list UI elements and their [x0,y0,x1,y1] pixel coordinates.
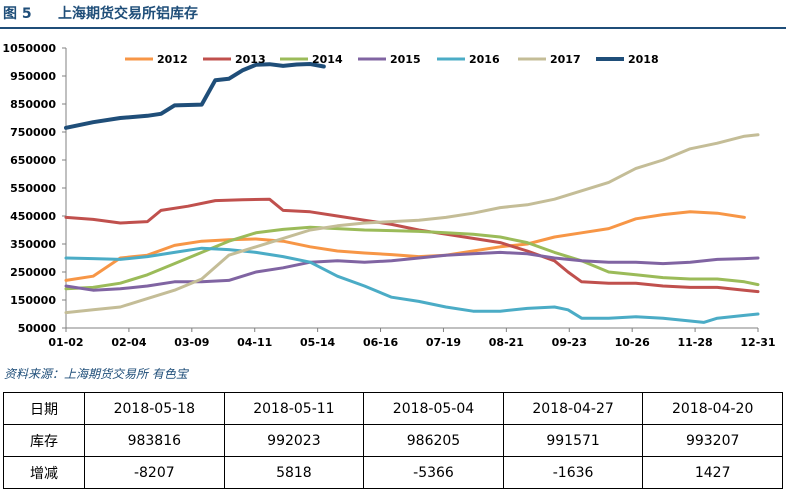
legend-label-2015: 2015 [390,53,421,66]
series-line-2017 [64,133,760,315]
series-line-2018 [64,62,326,130]
y-tick-label: 450000 [10,210,56,223]
series-line-2016 [64,246,760,324]
x-tick-label: 08-21 [489,336,524,349]
y-tick-label: 750000 [10,126,56,139]
table-cell: 2018-04-20 [642,392,783,425]
series-line-2014 [64,225,760,291]
inventory-table: 日期 2018-05-18 2018-05-11 2018-05-04 2018… [3,392,783,489]
y-tick-label: 50000 [18,322,57,335]
table-cell: -1636 [502,456,644,489]
x-tick-label: 07-19 [426,336,461,349]
table-cell: -8207 [84,456,225,489]
table-cell: 1427 [642,456,783,489]
inventory-line-chart: 50000 150000 250000 350000 450000 550000 65000… [2,42,775,349]
x-tick-label: 10-26 [615,336,651,349]
x-tick-label: 01-02 [48,336,83,349]
legend-label-2014: 2014 [312,53,343,66]
source-note: 资料来源：上海期货交易所 有色宝 [4,367,188,381]
x-tick-label: 12-31 [740,336,775,349]
row-label: 日期 [3,392,85,425]
y-tick-label: 1050000 [2,42,56,55]
figure-title: 上海期货交易所铝库存 [58,6,198,22]
series-line-2012 [64,210,746,282]
table-row-date: 日期 2018-05-18 2018-05-11 2018-05-04 2018… [3,392,783,425]
y-tick-label: 350000 [10,238,56,251]
legend-label-2012: 2012 [157,53,188,66]
legend-label-2016: 2016 [469,53,500,66]
figure-header: 图 5 上海期货交易所铝库存 [0,0,786,26]
x-tick-label: 09-23 [552,336,587,349]
legend-label-2017: 2017 [550,53,581,66]
x-tick-label: 03-09 [174,336,209,349]
series-line-2015 [64,250,760,292]
x-tick-label: 11-28 [677,336,712,349]
table-row-change: 增减 -8207 5818 -5366 -1636 1427 [3,456,783,489]
table-cell: 991571 [502,424,644,457]
legend-label-2013: 2013 [235,53,266,66]
table-cell: 2018-05-18 [84,392,225,425]
legend-label-2018: 2018 [628,53,659,66]
y-tick-label: 150000 [10,294,56,307]
y-tick-label: 650000 [10,154,56,167]
y-tick-label: 250000 [10,266,56,279]
figure-number: 图 5 [3,6,32,22]
table-cell: 993207 [642,424,783,457]
table-cell: 986205 [363,424,504,457]
x-tick-label: 04-11 [237,336,272,349]
table-cell: 2018-05-11 [223,392,365,425]
y-tick-label: 950000 [10,70,56,83]
table-cell: -5366 [363,456,504,489]
table-cell: 2018-04-27 [502,392,644,425]
x-tick-label: 06-16 [363,336,399,349]
header-rule [0,27,786,29]
y-tick-label: 550000 [10,182,56,195]
x-tick-label: 02-04 [111,336,147,349]
table-cell: 5818 [223,456,365,489]
table-row-stock: 库存 983816 992023 986205 991571 993207 [3,424,783,457]
x-tick-label: 05-14 [300,336,336,349]
table-cell: 2018-05-04 [363,392,504,425]
row-label: 库存 [3,424,85,457]
row-label: 增减 [3,456,85,489]
y-tick-label: 850000 [10,98,56,111]
table-cell: 992023 [223,424,365,457]
table-cell: 983816 [84,424,225,457]
